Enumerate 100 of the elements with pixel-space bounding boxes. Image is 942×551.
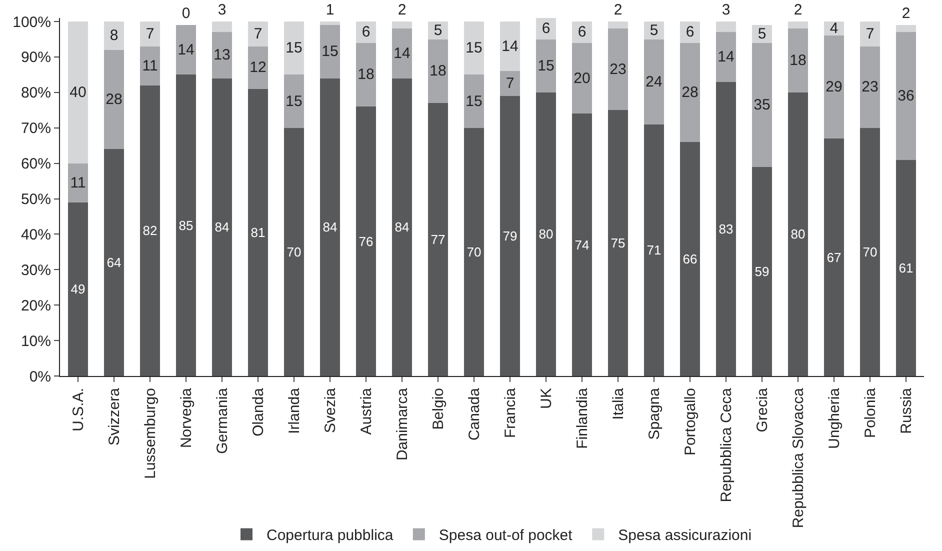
data-label: 7	[866, 25, 874, 42]
x-tick-label: Repubblica Slovacca	[790, 387, 807, 528]
data-label: 18	[790, 52, 806, 70]
data-label: 18	[358, 66, 374, 84]
x-tick-label: Russia	[898, 387, 915, 434]
bar	[176, 74, 196, 376]
data-label: 81	[250, 224, 266, 240]
bar	[644, 39, 664, 124]
data-label: 75	[610, 236, 626, 251]
data-label: 80	[790, 226, 806, 242]
data-label: 8	[110, 27, 118, 44]
bar	[500, 71, 520, 96]
data-label: 2	[398, 2, 406, 19]
bar	[464, 128, 484, 376]
bar	[68, 163, 88, 202]
data-label: 66	[682, 252, 698, 267]
data-label: 15	[538, 57, 554, 74]
data-label: 2	[614, 2, 622, 19]
y-tick-label: 0%	[29, 368, 51, 386]
x-tick-label: Norvegia	[178, 387, 195, 448]
data-label: 15	[322, 43, 338, 60]
bar	[356, 106, 376, 376]
bar	[572, 22, 592, 43]
bar	[608, 28, 628, 110]
y-tick-label: 100%	[12, 14, 51, 31]
data-label: 84	[322, 220, 338, 235]
bar	[104, 22, 124, 50]
data-label: 23	[862, 78, 878, 96]
x-tick-label: Finlandia	[574, 387, 591, 449]
data-label: 5	[650, 22, 658, 39]
data-label: 11	[70, 174, 86, 192]
bar	[860, 22, 880, 46]
y-tick-label: 10%	[20, 332, 51, 350]
bar	[572, 42, 592, 114]
y-tick-label: 70%	[20, 120, 51, 138]
bar	[320, 78, 340, 376]
bar	[644, 22, 664, 40]
x-tick-label: Austria	[358, 387, 375, 435]
bar	[536, 39, 556, 92]
bar	[572, 114, 592, 376]
x-tick-label: Polonia	[862, 387, 879, 438]
data-label: 76	[358, 234, 374, 249]
data-label: 28	[106, 91, 122, 108]
bar	[68, 202, 88, 376]
bar	[212, 78, 232, 376]
bar	[392, 78, 412, 376]
x-tick-label: Repubblica Ceca	[718, 387, 735, 502]
bar	[752, 166, 772, 376]
bar	[536, 18, 556, 40]
data-label: 85	[178, 218, 194, 233]
x-tick-label: Svezia	[322, 387, 339, 434]
bar	[428, 103, 448, 376]
x-tick-label: Lussemburgo	[142, 388, 159, 479]
bar	[716, 82, 736, 376]
bar	[284, 74, 304, 128]
bar	[320, 25, 340, 78]
data-label: 3	[218, 2, 226, 19]
data-label: 6	[578, 24, 586, 41]
x-tick-label: UK	[538, 388, 555, 409]
data-label: 7	[146, 25, 154, 42]
data-label: 6	[686, 24, 694, 41]
x-tick-label: Ungheria	[826, 387, 843, 449]
data-label: 84	[394, 220, 410, 235]
data-label: 49	[70, 282, 86, 297]
bar	[680, 22, 700, 43]
bar	[896, 160, 916, 376]
bar	[896, 25, 916, 32]
data-label: 7	[506, 75, 514, 92]
data-label: 61	[898, 260, 914, 276]
data-label: 15	[466, 92, 482, 110]
bar	[356, 42, 376, 107]
bar	[284, 22, 304, 75]
bar	[788, 28, 808, 92]
bar	[824, 138, 844, 376]
bar	[212, 22, 232, 32]
x-tick-label: Grecia	[754, 387, 771, 432]
data-label: 3	[722, 2, 730, 19]
data-label: 4	[830, 20, 838, 38]
y-tick-label: 20%	[20, 297, 51, 314]
data-label: 70	[862, 244, 878, 260]
data-label: 79	[502, 228, 518, 244]
bar	[248, 46, 268, 89]
bar	[680, 42, 700, 142]
x-tick-label: Belgio	[430, 388, 447, 430]
bar	[140, 85, 160, 376]
legend-label: Spesa assicurazioni	[618, 527, 752, 544]
data-label: 70	[466, 244, 482, 260]
bar	[104, 50, 124, 150]
y-tick-label: 40%	[20, 226, 51, 244]
data-label: 18	[430, 62, 446, 80]
bar	[536, 92, 556, 376]
x-tick-label: Canada	[466, 387, 483, 441]
y-tick-label: 30%	[20, 262, 51, 279]
data-label: 77	[430, 232, 446, 248]
bar	[860, 46, 880, 128]
data-label: 11	[142, 57, 158, 74]
bar	[788, 22, 808, 29]
bar	[860, 128, 880, 376]
data-label: 15	[286, 40, 302, 57]
x-tick-label: U.S.A.	[70, 388, 87, 432]
